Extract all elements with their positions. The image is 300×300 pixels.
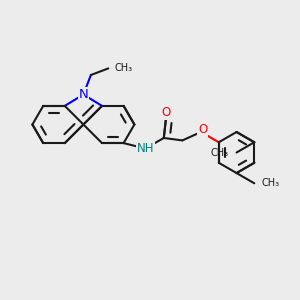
Text: CH₃: CH₃: [114, 63, 132, 74]
Text: NH: NH: [136, 142, 154, 155]
Text: CH₃: CH₃: [211, 148, 229, 158]
Text: O: O: [162, 106, 171, 119]
Text: CH₃: CH₃: [262, 178, 280, 188]
Text: N: N: [79, 88, 88, 101]
Text: O: O: [198, 123, 207, 136]
